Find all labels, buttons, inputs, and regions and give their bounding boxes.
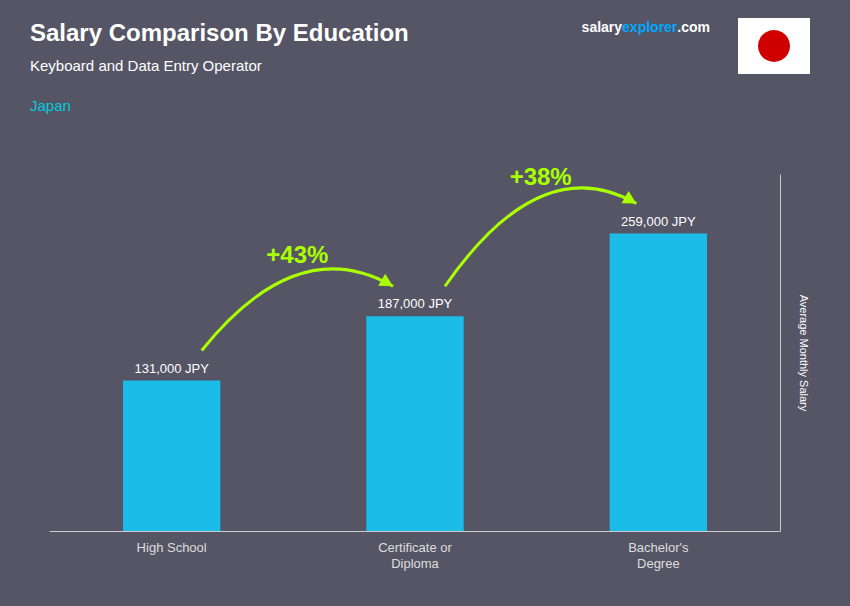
svg-text:187,000 JPY: 187,000 JPY — [378, 296, 453, 311]
svg-text:+43%: +43% — [266, 241, 328, 268]
svg-text:Degree: Degree — [637, 556, 680, 571]
svg-text:.com: .com — [677, 19, 710, 35]
svg-text:High School: High School — [137, 540, 207, 555]
svg-text:salary: salary — [582, 19, 623, 35]
svg-text:+38%: +38% — [510, 163, 572, 190]
svg-text:Diploma: Diploma — [391, 556, 439, 571]
svg-text:Salary Comparison By Education: Salary Comparison By Education — [30, 19, 409, 46]
svg-text:Bachelor's: Bachelor's — [628, 540, 689, 555]
svg-text:Average Monthly Salary: Average Monthly Salary — [798, 295, 810, 412]
svg-text:Certificate or: Certificate or — [378, 540, 452, 555]
svg-text:259,000 JPY: 259,000 JPY — [621, 214, 696, 229]
svg-text:explorer: explorer — [622, 19, 678, 35]
svg-text:131,000 JPY: 131,000 JPY — [134, 361, 209, 376]
svg-text:Keyboard and Data Entry Operat: Keyboard and Data Entry Operator — [30, 57, 262, 74]
svg-text:Japan: Japan — [30, 97, 71, 114]
